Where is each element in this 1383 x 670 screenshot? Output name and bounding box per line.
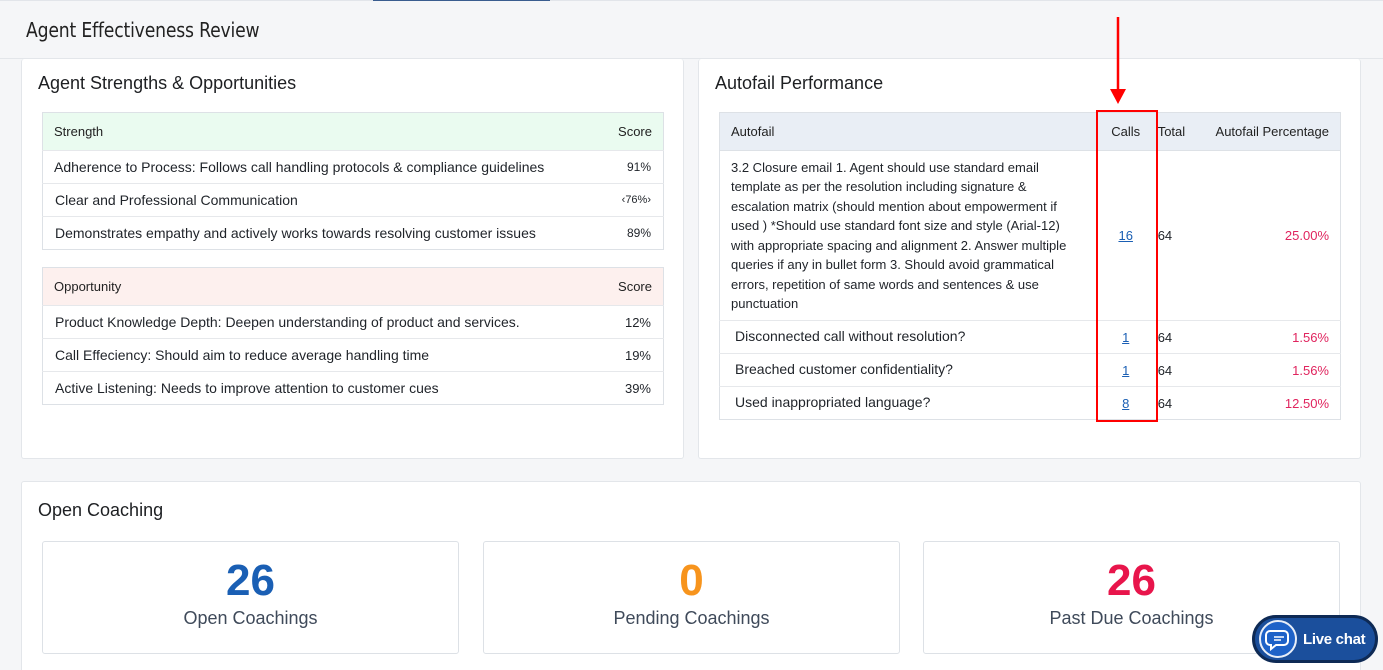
strengths-opportunities-card: Agent Strengths & Opportunities Strength… bbox=[21, 59, 684, 459]
live-chat-label: Live chat bbox=[1303, 631, 1366, 648]
table-row: Call Effeciency: Should aim to reduce av… bbox=[42, 338, 664, 372]
strength-column-header: Strength bbox=[42, 112, 602, 151]
stat-value: 0 bbox=[679, 556, 704, 605]
table-row: Adherence to Process: Follows call handl… bbox=[42, 150, 664, 184]
card-title: Agent Strengths & Opportunities bbox=[38, 73, 297, 93]
stat-label: Open Coachings bbox=[183, 608, 318, 628]
stat-label: Pending Coachings bbox=[613, 608, 770, 628]
opportunity-score: 19% bbox=[599, 338, 664, 372]
percentage-column-header: Autofail Percentage bbox=[1195, 112, 1341, 151]
opportunities-header-row: Opportunity Score bbox=[42, 267, 664, 306]
calls-column-header: Calls bbox=[1095, 112, 1156, 151]
strength-score: 89% bbox=[602, 216, 664, 250]
opportunity-score: 12% bbox=[599, 305, 664, 339]
score-column-header: Score bbox=[599, 267, 664, 306]
calls-cell: 1 bbox=[1095, 320, 1156, 354]
stat-value: 26 bbox=[1107, 556, 1156, 605]
opportunity-score: 39% bbox=[599, 371, 664, 405]
table-row: Breached customer confidentiality? 1 64 … bbox=[719, 353, 1341, 387]
opportunity-label: Active Listening: Needs to improve atten… bbox=[42, 371, 600, 405]
pending-coachings-tile[interactable]: 0 Pending Coachings bbox=[483, 541, 900, 654]
total-cell: 64 bbox=[1155, 353, 1196, 387]
strength-label: Demonstrates empathy and actively works … bbox=[42, 216, 602, 250]
table-row: Demonstrates empathy and actively works … bbox=[42, 216, 664, 250]
table-row: Product Knowledge Depth: Deepen understa… bbox=[42, 305, 664, 339]
calls-column-highlight bbox=[1096, 110, 1158, 422]
strength-label: Adherence to Process: Follows call handl… bbox=[42, 150, 602, 184]
calls-link[interactable]: 1 bbox=[1122, 362, 1130, 378]
autofail-description: 3.2 Closure email 1. Agent should use st… bbox=[719, 150, 1096, 321]
autofail-table: Autofail Calls Total Autofail Percentage… bbox=[719, 112, 1341, 420]
total-column-header: Total bbox=[1155, 112, 1196, 151]
strength-score: 91% bbox=[602, 150, 664, 184]
calls-cell: 16 bbox=[1095, 150, 1156, 321]
card-title: Autofail Performance bbox=[715, 73, 884, 93]
calls-link[interactable]: 1 bbox=[1122, 329, 1130, 345]
top-border bbox=[0, 0, 1383, 1]
table-row: Used inappropriated language? 8 64 12.50… bbox=[719, 386, 1341, 420]
table-row: Clear and Professional Communication ‹76… bbox=[42, 183, 664, 217]
opportunity-label: Call Effeciency: Should aim to reduce av… bbox=[42, 338, 600, 372]
calls-cell: 8 bbox=[1095, 386, 1156, 420]
strength-score: ‹76%› bbox=[602, 183, 664, 217]
page-header: Agent Effectiveness Review bbox=[0, 1, 1383, 59]
autofail-performance-card: Autofail Performance Autofail Calls Tota… bbox=[698, 59, 1361, 459]
autofail-description: Breached customer confidentiality? bbox=[719, 353, 1096, 387]
total-cell: 64 bbox=[1155, 320, 1196, 354]
autofail-header-row: Autofail Calls Total Autofail Percentage bbox=[719, 112, 1341, 151]
autofail-description: Used inappropriated language? bbox=[719, 386, 1096, 420]
stat-value: 26 bbox=[226, 556, 275, 605]
page-title: Agent Effectiveness Review bbox=[26, 18, 260, 42]
table-row: Active Listening: Needs to improve atten… bbox=[42, 371, 664, 405]
strengths-table: Strength Score Adherence to Process: Fol… bbox=[42, 112, 664, 250]
card-title: Open Coaching bbox=[38, 500, 164, 520]
percentage-cell: 25.00% bbox=[1195, 150, 1341, 321]
strengths-header-row: Strength Score bbox=[42, 112, 664, 151]
score-column-header: Score bbox=[602, 112, 664, 151]
annotation-arrow-icon bbox=[1110, 17, 1126, 104]
live-chat-button[interactable]: Live chat bbox=[1252, 615, 1378, 663]
percentage-cell: 12.50% bbox=[1195, 386, 1341, 420]
total-cell: 64 bbox=[1155, 150, 1196, 321]
open-coaching-card: Open Coaching 26 Open Coachings 0 Pendin… bbox=[21, 481, 1361, 670]
strength-label: Clear and Professional Communication bbox=[42, 183, 602, 217]
percentage-cell: 1.56% bbox=[1195, 320, 1341, 354]
stat-label: Past Due Coachings bbox=[1049, 608, 1214, 628]
chat-bubble-icon bbox=[1259, 620, 1297, 658]
table-row: Disconnected call without resolution? 1 … bbox=[719, 320, 1341, 354]
opportunity-label: Product Knowledge Depth: Deepen understa… bbox=[42, 305, 600, 339]
calls-cell: 1 bbox=[1095, 353, 1156, 387]
calls-link[interactable]: 16 bbox=[1118, 228, 1133, 243]
opportunity-column-header: Opportunity bbox=[42, 267, 600, 306]
calls-link[interactable]: 8 bbox=[1122, 395, 1130, 411]
autofail-column-header: Autofail bbox=[719, 112, 1096, 151]
open-coachings-tile[interactable]: 26 Open Coachings bbox=[42, 541, 459, 654]
autofail-description: Disconnected call without resolution? bbox=[719, 320, 1096, 354]
total-cell: 64 bbox=[1155, 386, 1196, 420]
opportunities-table: Opportunity Score Product Knowledge Dept… bbox=[42, 267, 664, 405]
table-row: 3.2 Closure email 1. Agent should use st… bbox=[719, 150, 1341, 321]
percentage-cell: 1.56% bbox=[1195, 353, 1341, 387]
